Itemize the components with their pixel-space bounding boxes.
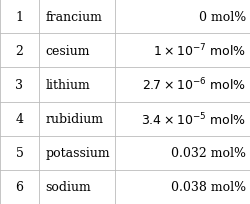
Text: sodium: sodium [45,181,90,193]
Text: 1: 1 [16,11,23,23]
Text: francium: francium [45,11,102,23]
Text: lithium: lithium [45,79,90,91]
Text: $3.4\times10^{-5}$ mol%: $3.4\times10^{-5}$ mol% [140,111,245,127]
Text: 0.032 mol%: 0.032 mol% [170,146,245,160]
Text: cesium: cesium [45,44,89,58]
Text: $1\times10^{-7}$ mol%: $1\times10^{-7}$ mol% [152,43,245,59]
Text: rubidium: rubidium [45,113,103,125]
Text: potassium: potassium [45,146,109,160]
Text: 2: 2 [16,44,23,58]
Text: 0 mol%: 0 mol% [198,11,245,23]
Text: 3: 3 [16,79,23,91]
Text: 5: 5 [16,146,23,160]
Text: 4: 4 [16,113,23,125]
Text: $2.7\times10^{-6}$ mol%: $2.7\times10^{-6}$ mol% [142,77,245,93]
Text: 0.038 mol%: 0.038 mol% [170,181,245,193]
Text: 6: 6 [16,181,23,193]
